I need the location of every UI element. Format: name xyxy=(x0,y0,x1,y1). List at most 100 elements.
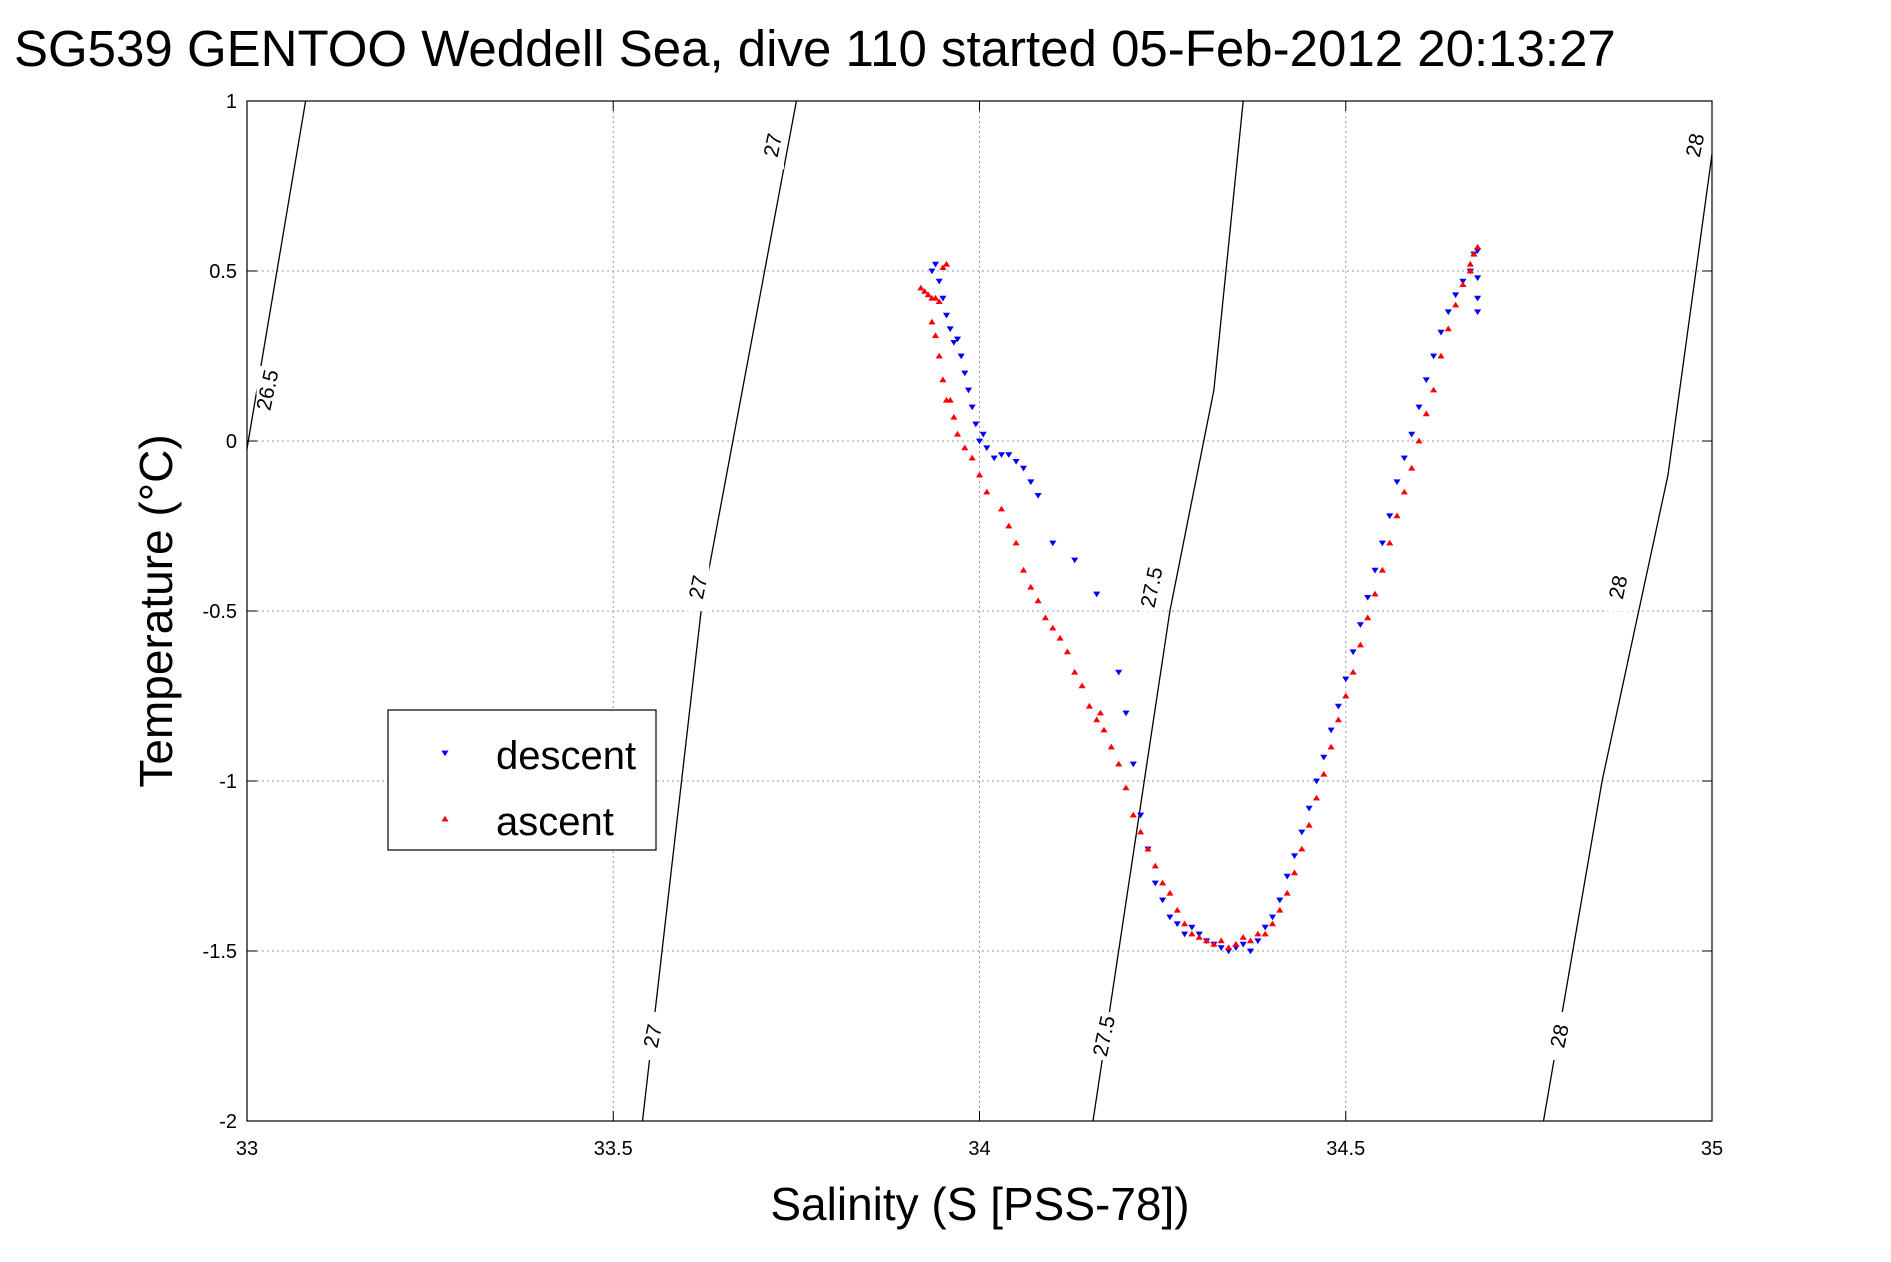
ascent-point xyxy=(1400,488,1408,495)
x-tick-label: 34.5 xyxy=(1326,1138,1365,1160)
descent-point xyxy=(1071,557,1079,564)
ascent-point xyxy=(1159,879,1167,886)
ascent-point xyxy=(1107,743,1115,750)
descent-point xyxy=(1474,295,1482,302)
descent-point xyxy=(928,268,936,275)
ascent-point xyxy=(1085,702,1093,709)
ascent-point xyxy=(1093,716,1101,723)
descent-point xyxy=(957,353,965,360)
isopycnal-line xyxy=(1542,149,1712,1121)
ascent-point xyxy=(997,505,1006,512)
descent-point xyxy=(961,370,969,377)
ascent-point xyxy=(946,396,954,403)
descent-point xyxy=(1276,897,1284,904)
ascent-point xyxy=(1356,641,1364,648)
descent-point xyxy=(1386,513,1394,520)
x-tick-label: 33 xyxy=(236,1138,258,1160)
ascent-point xyxy=(917,284,925,291)
ascent-point xyxy=(935,352,943,359)
ascent-point xyxy=(1096,709,1104,716)
ascent-point xyxy=(1408,464,1416,471)
series-descent xyxy=(928,248,1482,955)
descent-point xyxy=(942,312,951,319)
ascent-point xyxy=(1466,260,1474,267)
ascent-point xyxy=(1012,539,1020,546)
legend-box xyxy=(387,709,657,851)
legend-label-ascent: ascent xyxy=(496,800,614,844)
ascent-point xyxy=(931,332,940,339)
ascent-point xyxy=(961,444,969,451)
descent-point xyxy=(1283,873,1291,880)
x-axis-label: Salinity (S [PSS-78]) xyxy=(770,1178,1189,1230)
ascent-point xyxy=(939,264,947,271)
ascent-point xyxy=(1364,614,1372,621)
contour-label-bg xyxy=(761,121,784,170)
descent-point xyxy=(1437,329,1445,336)
contour-label-bg xyxy=(256,366,279,414)
ascent-point xyxy=(1283,889,1291,896)
ascent-point xyxy=(950,413,958,420)
descent-point xyxy=(1005,452,1013,458)
contour-label-bg xyxy=(641,1012,664,1060)
descent-point xyxy=(1217,945,1225,951)
descent-point xyxy=(1312,778,1321,785)
legend-label-descent: descent xyxy=(496,734,636,778)
contour-label-bg xyxy=(1093,1012,1116,1060)
descent-point xyxy=(1474,309,1482,316)
ascent-point xyxy=(953,430,962,437)
axis-ticks: 33 33.5 34 34.5 35 -2 -1.5 -1 -0.5 0 0.5 1 xyxy=(203,91,1724,1160)
ascent-point xyxy=(983,488,991,495)
contour-label: 28 xyxy=(1682,131,1709,159)
ascent-point xyxy=(1312,794,1321,801)
descent-point xyxy=(1093,591,1101,598)
descent-point xyxy=(1422,377,1430,384)
ascent-point xyxy=(1071,668,1079,675)
ascent-point xyxy=(1056,634,1064,641)
ascent-point xyxy=(928,318,936,325)
y-tick-label: 0.5 xyxy=(209,261,237,283)
legend-marker-ascent xyxy=(441,815,449,822)
descent-point xyxy=(950,339,958,346)
y-tick-label: -2 xyxy=(219,1111,237,1133)
ascent-point xyxy=(1422,410,1430,417)
descent-point xyxy=(1444,309,1452,316)
contour-label-bg xyxy=(1607,563,1630,612)
ascent-point xyxy=(1276,906,1284,913)
ascent-point xyxy=(1305,821,1313,828)
descent-point xyxy=(1371,567,1379,574)
descent-point xyxy=(1159,897,1167,904)
ascent-point xyxy=(1342,692,1350,699)
descent-point xyxy=(1027,479,1035,486)
descent-point xyxy=(1474,275,1482,282)
descent-point xyxy=(931,261,940,268)
descent-point xyxy=(1400,455,1408,462)
descent-point xyxy=(1166,914,1174,921)
ascent-point xyxy=(1444,325,1452,332)
ascent-point xyxy=(975,471,984,478)
series-ascent xyxy=(917,243,1482,951)
ascent-point xyxy=(1166,889,1174,896)
descent-point xyxy=(946,326,954,333)
ascent-point xyxy=(1151,862,1159,869)
descent-point xyxy=(1334,703,1342,710)
descent-point xyxy=(1137,812,1145,819)
descent-point xyxy=(1254,938,1262,945)
descent-point xyxy=(1327,727,1335,734)
ascent-point xyxy=(1100,726,1108,733)
ascent-point xyxy=(1129,811,1137,818)
isopycnal-line xyxy=(1092,101,1244,1121)
ascent-point xyxy=(1225,944,1233,951)
ascent-point xyxy=(1173,906,1181,913)
ascent-point xyxy=(1137,828,1145,835)
ascent-point xyxy=(1474,243,1482,250)
contour-label: 27 xyxy=(640,1022,667,1050)
y-tick-label: 0 xyxy=(226,431,237,453)
ascent-point xyxy=(1386,539,1394,546)
ascent-point xyxy=(1019,566,1028,573)
x-tick-label: 33.5 xyxy=(594,1138,633,1160)
ascent-point xyxy=(1210,940,1218,947)
contour-label-bg xyxy=(687,563,710,612)
ascent-point xyxy=(1452,301,1460,308)
